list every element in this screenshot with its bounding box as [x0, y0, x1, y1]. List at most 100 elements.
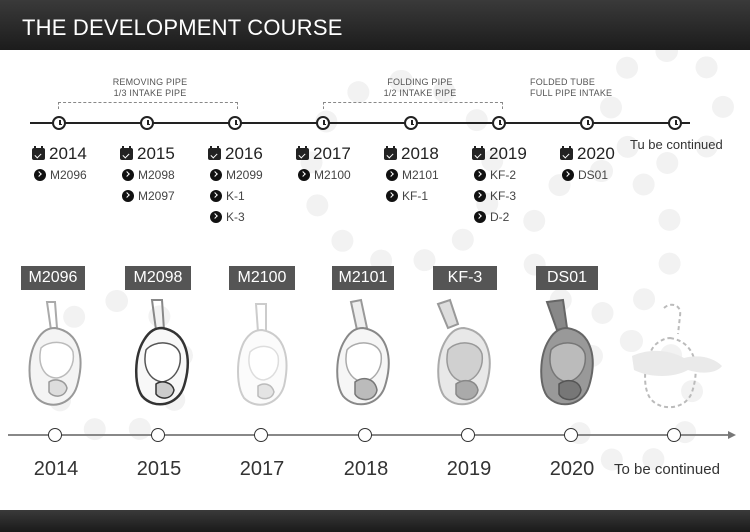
- annotation-line: 1/2 INTAKE PIPE: [383, 88, 457, 98]
- mask-image-m2096: [28, 301, 82, 406]
- clock-icon: [404, 116, 418, 130]
- calendar-icon: [120, 146, 133, 160]
- bottom-year-2014: 2014: [33, 458, 79, 480]
- model-label: M2101: [402, 167, 439, 182]
- model-label: K-1: [226, 188, 245, 203]
- product-label-m2096: M2096: [21, 266, 85, 290]
- arrow-bullet-icon: [122, 189, 134, 202]
- annotation-line: 1/3 INTAKE PIPE: [113, 88, 187, 98]
- model-label: KF-2: [490, 167, 517, 182]
- product-label-ds01: DS01: [536, 266, 598, 290]
- year-label: 2017: [313, 144, 351, 163]
- annotation-line: FOLDING PIPE: [387, 77, 453, 87]
- arrow-bullet-icon: [386, 168, 398, 181]
- year-label: 2014: [49, 144, 87, 163]
- mask-silhouette-future: [632, 303, 722, 408]
- page-title: THE DEVELOPMENT COURSE: [22, 15, 343, 40]
- model-item: KF-1: [386, 185, 464, 206]
- year-column-2016: 2016 M2099 K-1 K-3: [208, 144, 288, 227]
- annotation-bracket: [323, 102, 503, 109]
- arrow-bullet-icon: [386, 189, 398, 202]
- bottom-year-2015: 2015: [136, 458, 182, 480]
- product-label-m2098: M2098: [125, 266, 191, 290]
- annotation-folding-pipe: FOLDING PIPE 1/2 INTAKE PIPE: [360, 77, 480, 99]
- mask-image-m2101: [336, 298, 390, 406]
- clock-icon: [580, 116, 594, 130]
- model-label: M2100: [314, 167, 351, 182]
- year-column-2014: 2014 M2096: [32, 144, 112, 185]
- model-label: M2096: [50, 167, 87, 182]
- annotation-line: FULL PIPE INTAKE: [530, 88, 613, 98]
- timeline-node: [151, 428, 165, 442]
- arrow-bullet-icon: [474, 210, 486, 223]
- arrow-bullet-icon: [210, 168, 222, 181]
- model-item: M2101: [386, 164, 464, 185]
- model-label: M2097: [138, 188, 175, 203]
- timeline-node: [564, 428, 578, 442]
- model-label: KF-3: [490, 188, 517, 203]
- mask-image-m2098: [135, 299, 189, 406]
- model-label: KF-1: [402, 188, 429, 203]
- clock-icon: [492, 116, 506, 130]
- annotation-line: REMOVING PIPE: [112, 77, 188, 87]
- year-heading: 2018: [384, 144, 464, 164]
- year-label: 2018: [401, 144, 439, 163]
- arrow-bullet-icon: [474, 168, 486, 181]
- timeline-node: [48, 428, 62, 442]
- clock-icon: [228, 116, 242, 130]
- arrow-bullet-icon: [474, 189, 486, 202]
- year-column-2019: 2019 KF-2 KF-3 D-2: [472, 144, 552, 227]
- year-heading: 2016: [208, 144, 288, 164]
- annotation-line: FOLDED TUBE: [530, 77, 596, 87]
- annotation-folded-tube: FOLDED TUBE FULL PIPE INTAKE: [530, 77, 650, 99]
- calendar-icon: [296, 146, 309, 160]
- annotation-removing-pipe: REMOVING PIPE 1/3 INTAKE PIPE: [95, 77, 205, 99]
- year-column-2020: 2020 DS01: [560, 144, 640, 185]
- bottom-year-2019: 2019: [446, 458, 492, 480]
- clock-icon: [52, 116, 66, 130]
- mask-image-kf-3: [436, 298, 491, 406]
- model-item: M2096: [34, 164, 112, 185]
- year-heading: 2017: [296, 144, 376, 164]
- bottom-continued-label: To be continued: [614, 461, 720, 478]
- model-label: D-2: [490, 209, 510, 224]
- year-column-2018: 2018 M2101 KF-1: [384, 144, 464, 206]
- calendar-icon: [472, 146, 485, 160]
- product-label-m2100: M2100: [229, 266, 295, 290]
- year-label: 2020: [577, 144, 615, 163]
- year-heading: 2014: [32, 144, 112, 164]
- model-item: M2098: [122, 164, 200, 185]
- timeline-node: [254, 428, 268, 442]
- model-item: KF-2: [474, 164, 552, 185]
- product-label-kf-3: KF-3: [433, 266, 497, 290]
- model-item: M2099: [210, 164, 288, 185]
- mask-image-ds01: [540, 298, 594, 406]
- calendar-icon: [384, 146, 397, 160]
- year-column-2017: 2017 M2100: [296, 144, 376, 185]
- arrow-bullet-icon: [210, 189, 222, 202]
- bottom-year-2020: 2020: [549, 458, 595, 480]
- timeline-arrow-icon: [728, 431, 736, 439]
- model-item: K-1: [210, 185, 288, 206]
- timeline-node: [461, 428, 475, 442]
- year-heading: 2015: [120, 144, 200, 164]
- model-item: KF-3: [474, 185, 552, 206]
- arrow-bullet-icon: [298, 168, 310, 181]
- header-bar: THE DEVELOPMENT COURSE: [0, 0, 750, 50]
- year-column-2015: 2015 M2098 M2097: [120, 144, 200, 206]
- model-label: K-3: [226, 209, 245, 224]
- arrow-bullet-icon: [34, 168, 46, 181]
- year-label: 2015: [137, 144, 175, 163]
- timeline-node: [358, 428, 372, 442]
- model-label: M2099: [226, 167, 263, 182]
- calendar-icon: [208, 146, 221, 160]
- model-item: K-3: [210, 206, 288, 227]
- year-heading: 2019: [472, 144, 552, 164]
- model-item: M2097: [122, 185, 200, 206]
- arrow-bullet-icon: [562, 168, 574, 181]
- bottom-year-2017: 2017: [239, 458, 285, 480]
- year-label: 2019: [489, 144, 527, 163]
- model-label: M2098: [138, 167, 175, 182]
- product-label-m2101: M2101: [332, 266, 394, 290]
- top-timeline-line: [30, 122, 690, 124]
